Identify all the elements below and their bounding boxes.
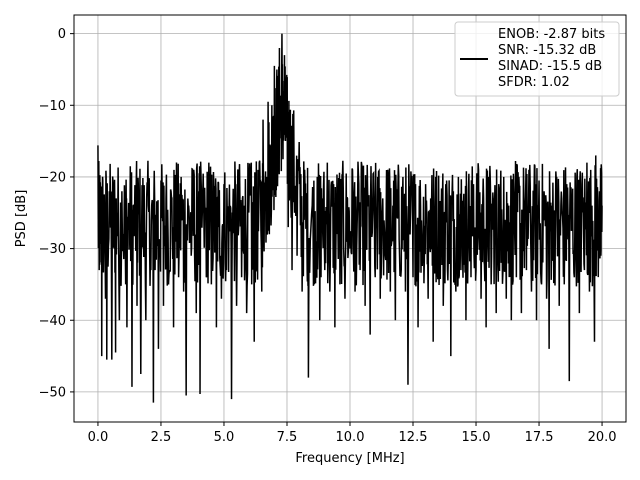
psd-series-line (97, 33, 603, 403)
series-layer (97, 33, 603, 403)
y-ticks: 0 −10 −20 −30 −40 −50 (39, 27, 74, 400)
x-tick-label: 20.0 (588, 430, 617, 445)
x-tick-label: 0.0 (88, 430, 109, 445)
y-tick-label: −30 (39, 242, 66, 257)
y-tick-label: 0 (58, 27, 66, 42)
x-tick-label: 12.5 (399, 430, 428, 445)
y-tick-label: −40 (39, 314, 66, 329)
y-tick-label: −10 (39, 99, 66, 114)
x-tick-label: 15.0 (462, 430, 491, 445)
x-ticks: 0.0 2.5 5.0 7.5 10.0 12.5 15.0 17.5 20.0 (88, 422, 617, 445)
legend-enob-text: ENOB: -2.87 bits (498, 27, 605, 42)
y-tick-label: −20 (39, 170, 66, 185)
y-axis-label: PSD [dB] (14, 190, 29, 248)
x-tick-label: 2.5 (151, 430, 172, 445)
legend-box (454, 21, 620, 97)
x-tick-label: 10.0 (336, 430, 365, 445)
legend-snr-text: SNR: -15.32 dB (498, 43, 596, 58)
x-tick-label: 5.0 (214, 430, 235, 445)
y-tick-label: −50 (39, 385, 66, 400)
x-axis-label: Frequency [MHz] (295, 451, 404, 466)
legend-sfdr-text: SFDR: 1.02 (498, 75, 570, 90)
x-tick-label: 17.5 (525, 430, 554, 445)
legend: ENOB: -2.87 bits SNR: -15.32 dB SINAD: -… (454, 21, 620, 97)
legend-sinad-text: SINAD: -15.5 dB (498, 59, 602, 74)
x-tick-label: 7.5 (277, 430, 298, 445)
